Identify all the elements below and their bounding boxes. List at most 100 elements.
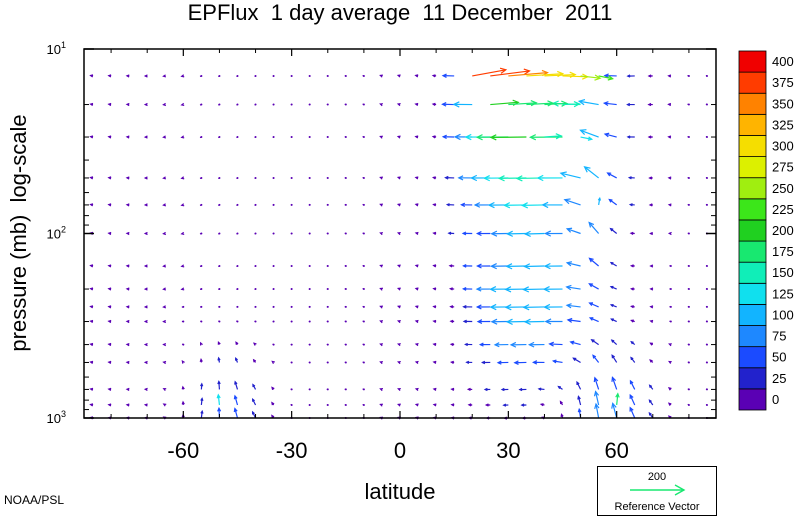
credit-label: NOAA/PSL <box>4 493 65 507</box>
vector <box>143 74 148 78</box>
vector <box>125 74 130 78</box>
vector <box>523 318 545 325</box>
vector <box>308 343 311 346</box>
vector <box>89 360 94 364</box>
vector <box>602 101 617 107</box>
vector <box>143 287 148 291</box>
vector <box>462 264 473 268</box>
vector <box>236 305 239 308</box>
vector-strong <box>490 68 531 77</box>
vector <box>107 203 112 207</box>
vector <box>125 135 130 139</box>
vector <box>217 356 221 363</box>
vector <box>432 342 437 347</box>
vector <box>490 230 509 237</box>
vector <box>432 203 437 207</box>
vector <box>449 305 455 309</box>
vector <box>362 176 365 179</box>
vector <box>234 356 239 363</box>
vector <box>254 74 257 77</box>
vector <box>450 403 455 407</box>
vector <box>162 264 167 268</box>
vector <box>143 360 148 365</box>
vector-strong <box>544 100 569 107</box>
vector <box>290 305 293 308</box>
vector <box>705 103 708 106</box>
vector <box>236 320 239 323</box>
vector <box>107 319 112 324</box>
vector <box>362 305 365 308</box>
colorbar-cell <box>738 198 767 221</box>
vector <box>252 398 257 406</box>
vector <box>611 376 618 390</box>
vector <box>668 343 672 347</box>
vector <box>432 403 437 407</box>
vector <box>326 136 329 139</box>
vector <box>396 203 401 207</box>
vector <box>669 264 672 267</box>
vector <box>143 203 148 207</box>
vector <box>667 74 672 78</box>
colorbar-cell <box>738 346 767 369</box>
vector <box>648 399 654 406</box>
vector <box>476 319 491 324</box>
vector <box>583 166 599 179</box>
vector <box>610 339 618 346</box>
vector <box>344 232 347 235</box>
vector <box>627 176 635 180</box>
vector <box>89 176 94 180</box>
vector <box>687 305 690 308</box>
vector <box>89 387 94 391</box>
colorbar-cell <box>738 304 767 326</box>
vector <box>125 319 130 324</box>
vector <box>290 403 293 406</box>
vector <box>290 343 293 346</box>
vector <box>180 176 185 180</box>
colorbar-label: 300 <box>772 139 794 154</box>
vector <box>441 102 455 107</box>
vector-strong <box>597 196 602 206</box>
vector <box>629 406 636 419</box>
vector <box>441 134 455 140</box>
vector <box>344 136 347 139</box>
colorbar-label: 275 <box>772 160 794 175</box>
vector <box>505 263 527 270</box>
vector <box>626 135 635 139</box>
vector <box>180 102 185 107</box>
vector <box>181 385 185 390</box>
vector <box>199 74 203 78</box>
vector <box>143 387 148 392</box>
vector <box>461 231 473 236</box>
colorbar-label: 325 <box>772 117 794 132</box>
vector <box>489 134 527 141</box>
vector <box>687 74 690 77</box>
vector <box>379 361 384 365</box>
vector <box>569 340 581 346</box>
vector <box>648 176 653 180</box>
vector <box>705 343 708 346</box>
vector <box>107 135 112 139</box>
vector <box>522 304 545 311</box>
vector <box>476 263 491 269</box>
vector <box>576 380 582 390</box>
vector-strong <box>216 393 221 406</box>
vector <box>565 303 581 309</box>
vector <box>414 102 419 107</box>
vector <box>687 288 690 291</box>
vector <box>89 319 94 324</box>
vector <box>566 317 581 323</box>
vector <box>236 288 239 291</box>
vector <box>252 358 257 363</box>
vector <box>414 264 419 268</box>
vector <box>577 395 582 406</box>
vector <box>89 203 94 207</box>
y-axis-label: pressure (mb) log-scale <box>6 114 31 351</box>
vector <box>462 319 473 324</box>
vector <box>432 264 437 268</box>
vector <box>107 176 112 180</box>
vector <box>290 388 293 391</box>
vector <box>610 318 617 323</box>
vector <box>579 129 599 138</box>
vector <box>181 400 185 406</box>
colorbar-cell <box>738 367 767 390</box>
